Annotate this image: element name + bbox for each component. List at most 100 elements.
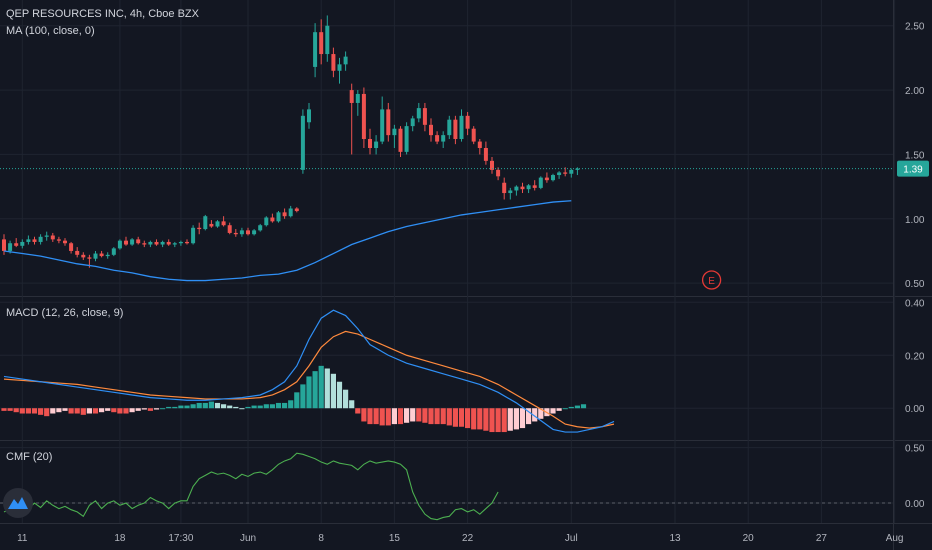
macd-histogram-bar bbox=[336, 381, 343, 409]
tradingview-logo-icon[interactable] bbox=[3, 488, 33, 518]
y-tick-label: 0.50 bbox=[905, 279, 925, 290]
candle-body bbox=[203, 216, 208, 230]
macd-histogram-bar bbox=[416, 408, 422, 422]
macd-histogram-bar bbox=[422, 408, 428, 423]
candle-body bbox=[276, 212, 281, 222]
macd-histogram-bar bbox=[38, 408, 44, 415]
macd-histogram-bar bbox=[361, 408, 367, 422]
macd-histogram-bar bbox=[239, 408, 245, 410]
macd-histogram-bar bbox=[56, 408, 62, 413]
macd-histogram-bar bbox=[501, 408, 507, 433]
candle-body bbox=[154, 241, 159, 245]
macd-histogram-bar bbox=[526, 408, 532, 425]
macd-histogram-bar bbox=[507, 408, 513, 431]
candle-body bbox=[429, 124, 433, 136]
candle-body bbox=[227, 225, 232, 233]
macd-histogram-bar bbox=[355, 408, 361, 414]
candle-body bbox=[14, 243, 19, 246]
candle-body bbox=[209, 223, 214, 227]
candle-body bbox=[471, 128, 476, 142]
macd-histogram-bar bbox=[452, 408, 458, 427]
tradingview-logo-shape bbox=[8, 497, 28, 509]
macd-histogram-bar bbox=[446, 408, 452, 426]
candle-body bbox=[2, 239, 6, 251]
macd-histogram-bar bbox=[495, 408, 501, 433]
earnings-marker-label: E bbox=[708, 276, 715, 287]
candle-body bbox=[105, 254, 110, 257]
last-price-tag-bg bbox=[897, 160, 929, 177]
macd-histogram-bar bbox=[141, 408, 147, 410]
candle-body bbox=[514, 186, 519, 191]
candle-body bbox=[404, 126, 409, 152]
macd-histogram-bar bbox=[19, 408, 25, 414]
candle-body bbox=[178, 241, 183, 244]
candle-body bbox=[26, 239, 31, 242]
macd-histogram-bar bbox=[550, 408, 556, 414]
macd-histogram-bar bbox=[440, 408, 446, 425]
candle-body bbox=[258, 225, 263, 231]
x-tick-label: 17:30 bbox=[168, 533, 193, 544]
macd-histogram-bar bbox=[245, 406, 251, 409]
candle-body bbox=[398, 128, 403, 152]
macd-histogram-bar bbox=[44, 408, 50, 417]
macd-histogram-bar bbox=[562, 408, 568, 410]
macd-histogram-bar bbox=[221, 404, 227, 409]
candle-body bbox=[502, 182, 507, 194]
macd-histogram-bar bbox=[428, 408, 434, 425]
candle-body bbox=[483, 148, 488, 161]
macd-histogram-bar bbox=[349, 400, 355, 409]
macd-histogram-bar bbox=[324, 368, 330, 409]
candle-body bbox=[490, 160, 494, 170]
macd-histogram-bar bbox=[190, 404, 196, 409]
macd-histogram-bar bbox=[306, 376, 312, 409]
candle-body bbox=[380, 109, 385, 142]
candle-body bbox=[239, 230, 244, 235]
candle-body bbox=[160, 241, 165, 245]
macd-histogram-bar bbox=[257, 405, 263, 409]
earnings-marker-circle[interactable] bbox=[701, 270, 722, 290]
candle-body bbox=[416, 108, 421, 119]
macd-histogram-bar bbox=[288, 400, 294, 409]
macd-histogram-bar bbox=[147, 408, 153, 411]
candle-body bbox=[532, 185, 537, 188]
macd-histogram-bar bbox=[160, 408, 166, 410]
tradingview-logo-bg bbox=[3, 488, 33, 518]
y-tick-label: 0.40 bbox=[905, 298, 925, 309]
candle-body bbox=[294, 208, 299, 212]
candle-body bbox=[526, 185, 531, 190]
macd-line bbox=[3, 309, 615, 433]
candle-body bbox=[111, 248, 116, 255]
candle-body bbox=[130, 239, 135, 245]
macd-histogram-bar bbox=[263, 404, 269, 409]
macd-histogram-bar bbox=[129, 408, 135, 413]
candle-body bbox=[197, 227, 202, 230]
macd-histogram-bar bbox=[471, 408, 477, 430]
macd-label: MACD (12, 26, close, 9) bbox=[6, 307, 123, 319]
candle-body bbox=[349, 90, 354, 103]
candle-body bbox=[246, 230, 250, 235]
candle-body bbox=[355, 93, 360, 103]
macd-histogram-bar bbox=[513, 408, 519, 430]
macd-histogram-bar bbox=[86, 408, 92, 414]
macd-histogram-bar bbox=[294, 392, 300, 409]
earnings-marker[interactable]: E bbox=[701, 270, 722, 290]
macd-histogram-bar bbox=[483, 408, 489, 431]
last-price-tag: 1.39 bbox=[897, 160, 929, 177]
candle-body bbox=[538, 177, 543, 188]
macd-histogram-bar bbox=[208, 401, 214, 409]
candle-body bbox=[477, 141, 482, 148]
candle-body bbox=[172, 243, 177, 245]
macd-histogram-bar bbox=[330, 373, 336, 409]
candle-body bbox=[368, 138, 372, 148]
y-tick-label: 2.00 bbox=[905, 86, 925, 97]
y-tick-label: 2.50 bbox=[905, 22, 925, 33]
macd-histogram-bar bbox=[123, 408, 129, 414]
macd-histogram-bar bbox=[312, 371, 318, 409]
macd-histogram-bar bbox=[251, 405, 257, 409]
candle-body bbox=[282, 212, 287, 217]
candle-body bbox=[575, 168, 580, 170]
macd-histogram-bar bbox=[227, 405, 233, 409]
